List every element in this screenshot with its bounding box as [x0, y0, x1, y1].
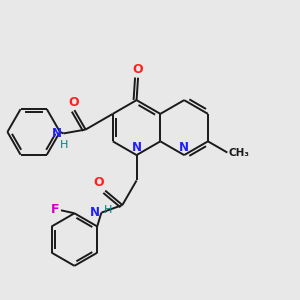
- Text: N: N: [52, 127, 62, 140]
- Text: F: F: [51, 203, 60, 216]
- Text: N: N: [132, 141, 142, 154]
- Text: O: O: [133, 63, 143, 76]
- Text: N: N: [178, 141, 188, 154]
- Text: O: O: [68, 96, 79, 109]
- Text: CH₃: CH₃: [229, 148, 250, 158]
- Text: H: H: [104, 205, 113, 215]
- Text: O: O: [93, 176, 104, 189]
- Text: N: N: [90, 206, 100, 219]
- Text: H: H: [60, 140, 68, 150]
